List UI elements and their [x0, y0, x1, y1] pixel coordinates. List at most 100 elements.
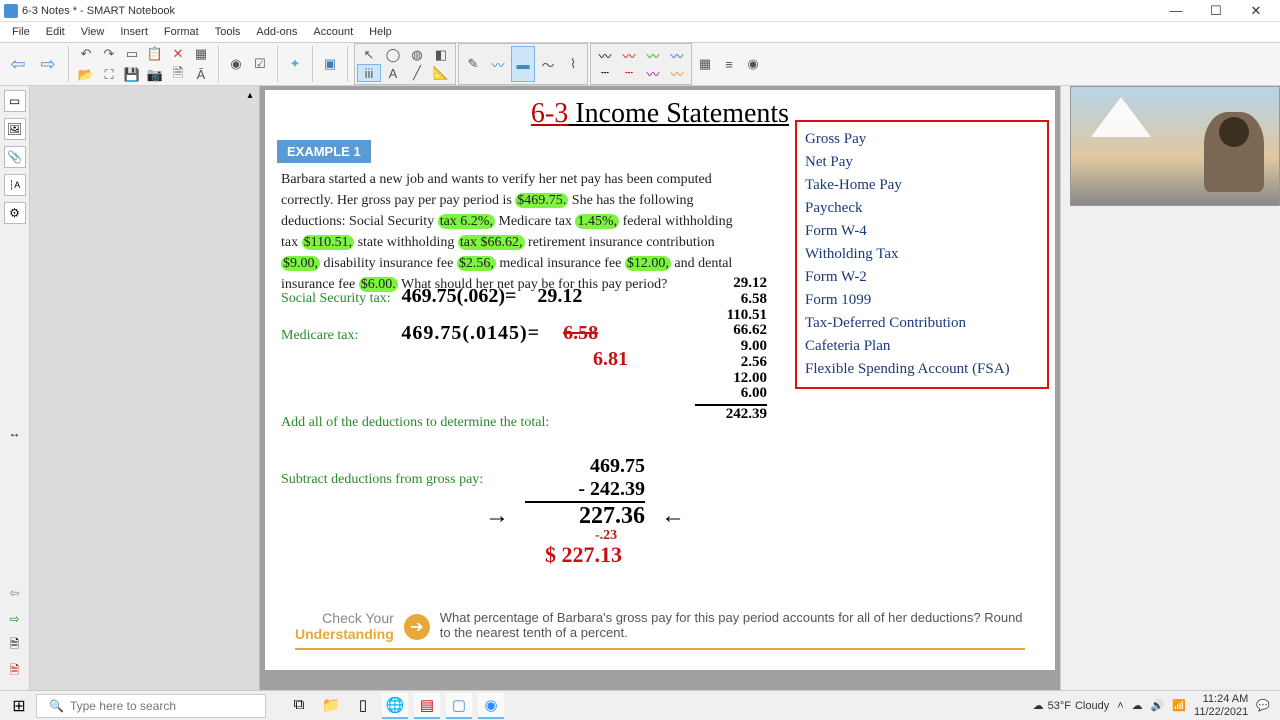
open-button[interactable]: 📂 — [75, 65, 97, 85]
addon-button[interactable]: ✦ — [284, 46, 306, 82]
med-right: 6.81 — [593, 348, 628, 371]
pen-black[interactable]: 〰 — [593, 46, 617, 64]
task-view-icon[interactable]: ⧉ — [286, 693, 312, 719]
maximize-button[interactable]: ☐ — [1196, 0, 1236, 22]
page-sorter-tab[interactable]: ▭ — [4, 90, 26, 112]
pdf-icon[interactable]: 🗎 — [4, 660, 26, 682]
menu-tools[interactable]: Tools — [207, 24, 249, 40]
right-rail: ⚙ ⇅ — [1060, 86, 1280, 690]
weather-cond: Cloudy — [1075, 700, 1109, 712]
section-title: Income Statements — [568, 98, 789, 129]
pen-green[interactable]: 〰 — [641, 46, 665, 64]
app-icon-1[interactable]: ▯ — [350, 693, 376, 719]
new-page-button[interactable]: ▭ — [121, 44, 143, 64]
addons-tab[interactable]: ⚙ — [4, 202, 26, 224]
vocab-item: Form W-4 — [805, 220, 1039, 243]
explorer-icon[interactable]: 📁 — [318, 693, 344, 719]
pen-red[interactable]: 〰 — [617, 46, 641, 64]
prev-page-button[interactable]: ⇦ — [4, 46, 32, 82]
menu-format[interactable]: Format — [156, 24, 207, 40]
shape-tool[interactable]: ◯ — [381, 46, 405, 64]
more-button[interactable]: ◉ — [742, 46, 764, 82]
ss-tax-label: Social Security tax: — [281, 291, 391, 306]
collapse-icon[interactable]: ↔ — [9, 426, 21, 440]
menu-file[interactable]: File — [4, 24, 38, 40]
page-canvas[interactable]: 6-3 Income Statements EXAMPLE 1 Barbara … — [265, 90, 1055, 670]
start-button[interactable]: ⊞ — [4, 692, 34, 720]
properties-tab[interactable]: ┆A — [4, 174, 26, 196]
vocab-box: Gross Pay Net Pay Take-Home Pay Paycheck… — [795, 120, 1049, 389]
thumb-scroll-up[interactable]: ▴ — [243, 88, 257, 102]
fill-tool[interactable]: ◍ — [405, 46, 429, 64]
tray-volume-icon[interactable]: 🔊 — [1151, 699, 1165, 712]
pen-dash-red[interactable]: ┄ — [617, 64, 641, 82]
tray-chevron-icon[interactable]: ˄ — [1117, 700, 1123, 712]
menu-account[interactable]: Account — [305, 24, 361, 40]
notifications-icon[interactable]: 💬 — [1256, 699, 1270, 712]
pen-dash-black[interactable]: ┄ — [593, 64, 617, 82]
nav-left-icon[interactable]: ⇦ — [4, 582, 26, 604]
menu-edit[interactable]: Edit — [38, 24, 73, 40]
clock[interactable]: 11:24 AM 11/22/2021 — [1194, 693, 1248, 717]
screen-capture-button[interactable]: ⛶ — [98, 65, 120, 85]
paste-button[interactable]: 📋 — [144, 44, 166, 64]
line-tool[interactable]: ╱ — [405, 64, 429, 82]
menu-addons[interactable]: Add-ons — [248, 24, 305, 40]
pen-style-1[interactable]: ✎ — [461, 46, 485, 82]
tray-onedrive-icon[interactable]: ☁ — [1132, 699, 1143, 712]
undo-button[interactable]: ↶ — [75, 44, 97, 64]
pen-purple[interactable]: 〰 — [641, 64, 665, 82]
pdf-icon[interactable]: ▤ — [414, 693, 440, 719]
pen-style-2[interactable]: 〰 — [486, 46, 510, 82]
weather-widget[interactable]: ☁ 53°F Cloudy — [1033, 699, 1110, 712]
doc-icon[interactable]: 🗎 — [4, 634, 26, 656]
taskbar: ⊞ 🔍 Type here to search ⧉ 📁 ▯ 🌐 ▤ ▢ ◉ ☁ … — [0, 690, 1280, 720]
cube-button[interactable]: ▣ — [319, 46, 341, 82]
color-picker-button[interactable]: ▦ — [694, 46, 716, 82]
notebook-icon[interactable]: ▢ — [446, 693, 472, 719]
app-icon — [4, 4, 18, 18]
check-label: Check Your Understanding — [295, 610, 394, 642]
tray-wifi-icon[interactable]: 📶 — [1172, 699, 1186, 712]
line-width-button[interactable]: ≡ — [718, 46, 740, 82]
pen-tool[interactable]: iii — [357, 64, 381, 82]
ruler-tool[interactable]: 📐 — [429, 64, 453, 82]
eraser-tool[interactable]: ◧ — [429, 46, 453, 64]
minimize-button[interactable]: — — [1156, 0, 1196, 22]
pen-orange[interactable]: 〰 — [665, 64, 689, 82]
text-tool[interactable]: A — [381, 64, 405, 82]
task-icons: ⧉ 📁 ▯ 🌐 ▤ ▢ ◉ — [286, 693, 504, 719]
menu-help[interactable]: Help — [361, 24, 400, 40]
text-tool-button[interactable]: Ā — [190, 65, 212, 85]
save-button[interactable]: 💾 — [121, 65, 143, 85]
check-button[interactable]: ☑ — [249, 46, 271, 82]
pen-blue[interactable]: 〰 — [665, 46, 689, 64]
menubar: File Edit View Insert Format Tools Add-o… — [0, 22, 1280, 42]
menu-insert[interactable]: Insert — [112, 24, 156, 40]
delete-button[interactable]: ✕ — [167, 44, 189, 64]
camera-button[interactable]: 📷 — [144, 65, 166, 85]
redo-button[interactable]: ↷ — [98, 44, 120, 64]
titlebar: 6-3 Notes * - SMART Notebook — ☐ ✕ — [0, 0, 1280, 22]
show-hide-button[interactable]: ◉ — [225, 46, 247, 82]
attachments-tab[interactable]: 📎 — [4, 146, 26, 168]
weather-temp: 53°F — [1048, 700, 1071, 712]
next-page-button[interactable]: ⇨ — [34, 46, 62, 82]
menu-view[interactable]: View — [73, 24, 113, 40]
nav-right-icon[interactable]: ⇨ — [4, 608, 26, 630]
pen-style-3[interactable]: ▬ — [511, 46, 535, 82]
page-thumbnails[interactable]: ▴ — [30, 86, 260, 690]
system-tray: ☁ 53°F Cloudy ˄ ☁ 🔊 📶 11:24 AM 11/22/202… — [1033, 693, 1276, 717]
doc-button[interactable]: 🗎 — [167, 65, 189, 85]
close-button[interactable]: ✕ — [1236, 0, 1276, 22]
zoom-icon[interactable]: ◉ — [478, 693, 504, 719]
table-button[interactable]: ▦ — [190, 44, 212, 64]
search-box[interactable]: 🔍 Type here to search — [36, 694, 266, 718]
gallery-tab[interactable]: 🖼 — [4, 118, 26, 140]
pen-style-5[interactable]: ⌇ — [561, 46, 585, 82]
chrome-icon[interactable]: 🌐 — [382, 693, 408, 719]
pen-style-4[interactable]: 〜 — [536, 46, 560, 82]
select-tool[interactable]: ↖ — [357, 46, 381, 64]
example-badge: EXAMPLE 1 — [277, 140, 371, 163]
weather-icon: ☁ — [1033, 699, 1044, 712]
